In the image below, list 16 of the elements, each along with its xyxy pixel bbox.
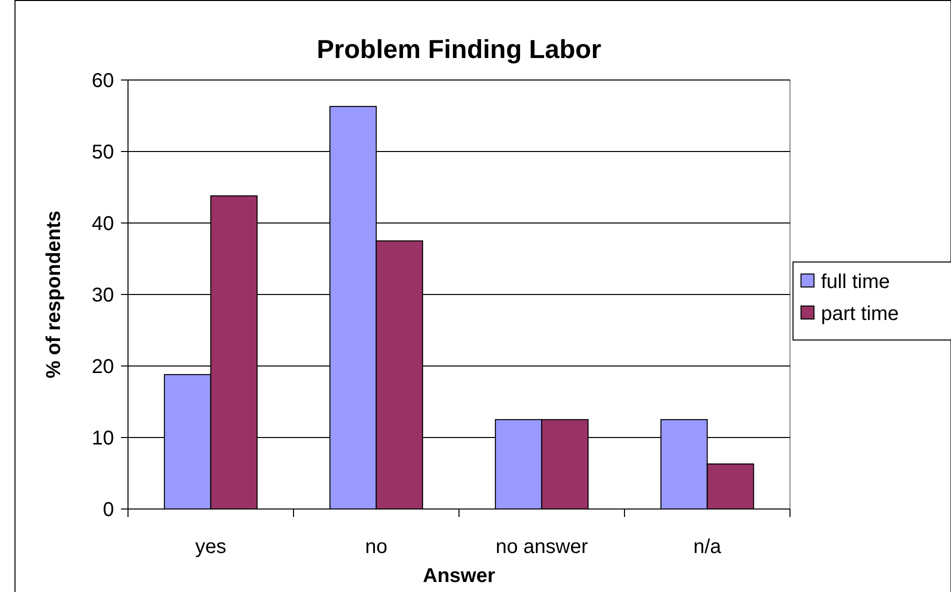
y-tick-label: 10 [92, 428, 114, 450]
legend-label: part time [821, 303, 899, 325]
y-tick-label: 30 [92, 284, 114, 306]
y-axis-title: % of respondents [43, 210, 65, 378]
chart-title: Problem Finding Labor [316, 34, 602, 64]
x-axis-title: Answer [422, 565, 496, 587]
legend-label: full time [821, 271, 890, 293]
x-tick-label: yes [195, 536, 226, 558]
x-tick-label: no [365, 536, 388, 558]
y-tick-label: 40 [92, 213, 114, 235]
x-tick-label: no answer [496, 536, 588, 558]
y-tick-label: 60 [92, 70, 114, 92]
y-tick-label: 20 [92, 356, 114, 378]
x-tick-label: n/a [693, 536, 722, 558]
y-tick-label: 50 [92, 142, 114, 164]
y-tick-label: 0 [102, 499, 114, 521]
